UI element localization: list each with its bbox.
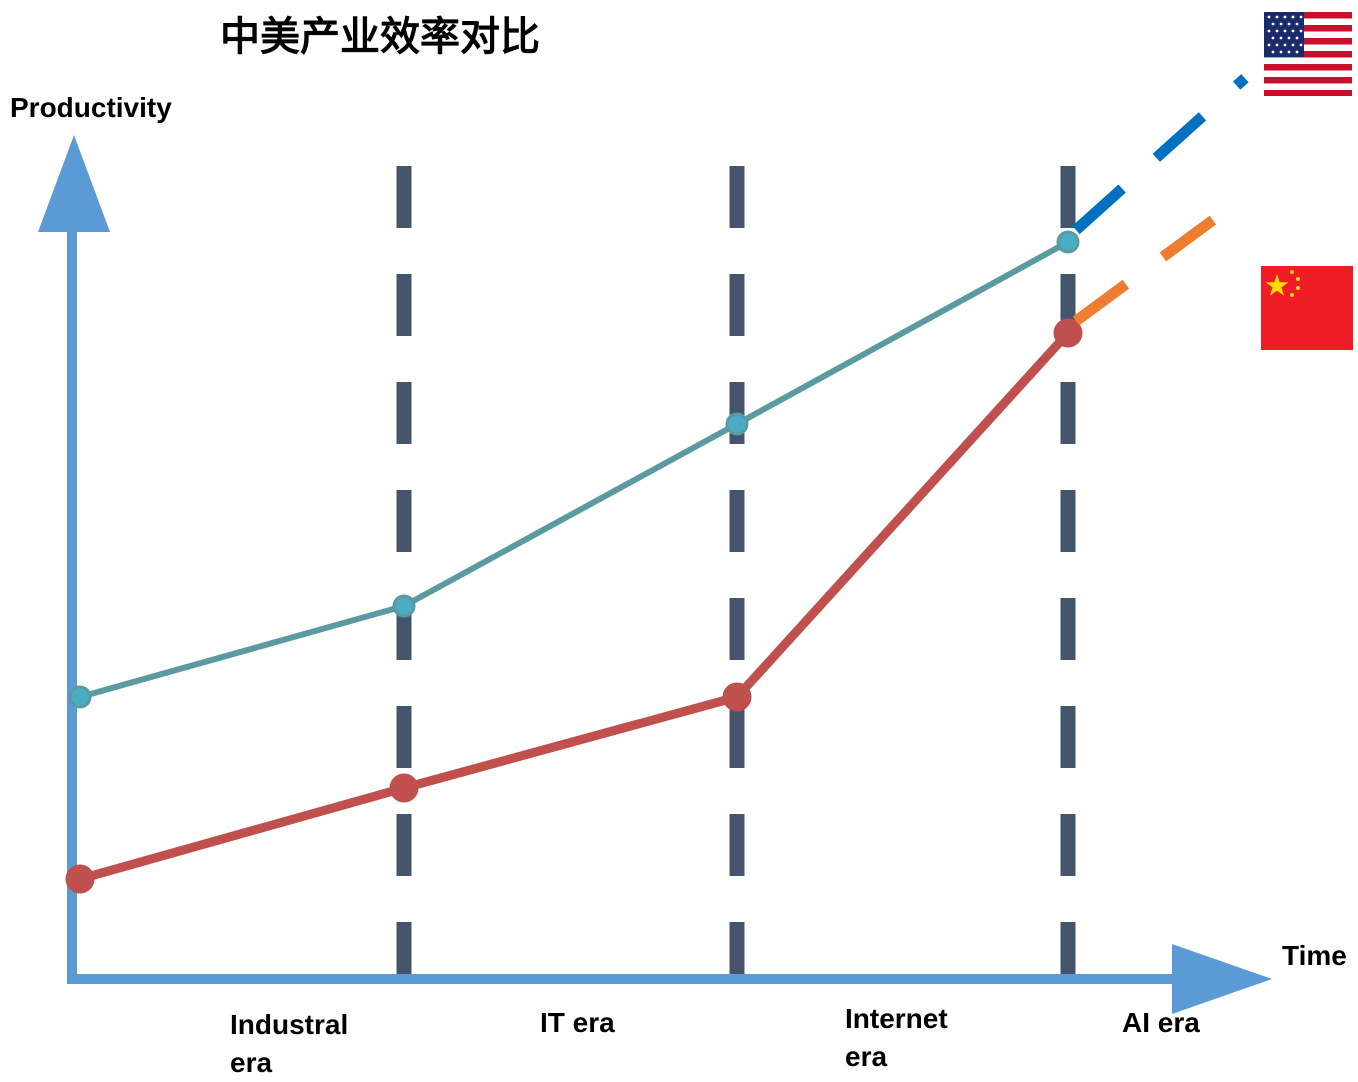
data-point-china-3 <box>1053 318 1083 348</box>
era-label-it: IT era <box>540 1007 615 1038</box>
y-axis-arrow <box>38 135 110 232</box>
data-point-usa-2 <box>725 412 749 436</box>
era-label-ai: AI era <box>1122 1007 1200 1038</box>
x-axis-label: Time <box>1282 940 1347 971</box>
data-point-usa-1 <box>392 594 416 618</box>
era-dividers <box>396 166 1076 975</box>
era-label-internet: Internet era <box>845 1003 948 1072</box>
series-line-usa <box>79 239 1070 700</box>
x-axis-arrow <box>1172 944 1272 1014</box>
data-point-usa-3 <box>1056 230 1080 254</box>
data-point-usa-0 <box>68 685 92 709</box>
projection-line-usa <box>1072 74 1249 235</box>
projection-line-china <box>1072 192 1249 326</box>
chart-title: 中美产业效率对比 <box>220 14 540 60</box>
china-flag <box>1261 266 1353 350</box>
axes <box>38 135 1272 1014</box>
china-flag-large-star <box>1265 274 1289 296</box>
data-point-china-2 <box>722 682 752 712</box>
era-label-industrial: Industral era <box>230 1009 349 1078</box>
data-point-china-0 <box>65 864 95 894</box>
data-point-china-1 <box>389 773 419 803</box>
usa-flag <box>1264 12 1352 96</box>
series-layer <box>65 74 1249 894</box>
series-line-china <box>78 329 1072 884</box>
y-axis-label: Productivity <box>10 92 172 123</box>
